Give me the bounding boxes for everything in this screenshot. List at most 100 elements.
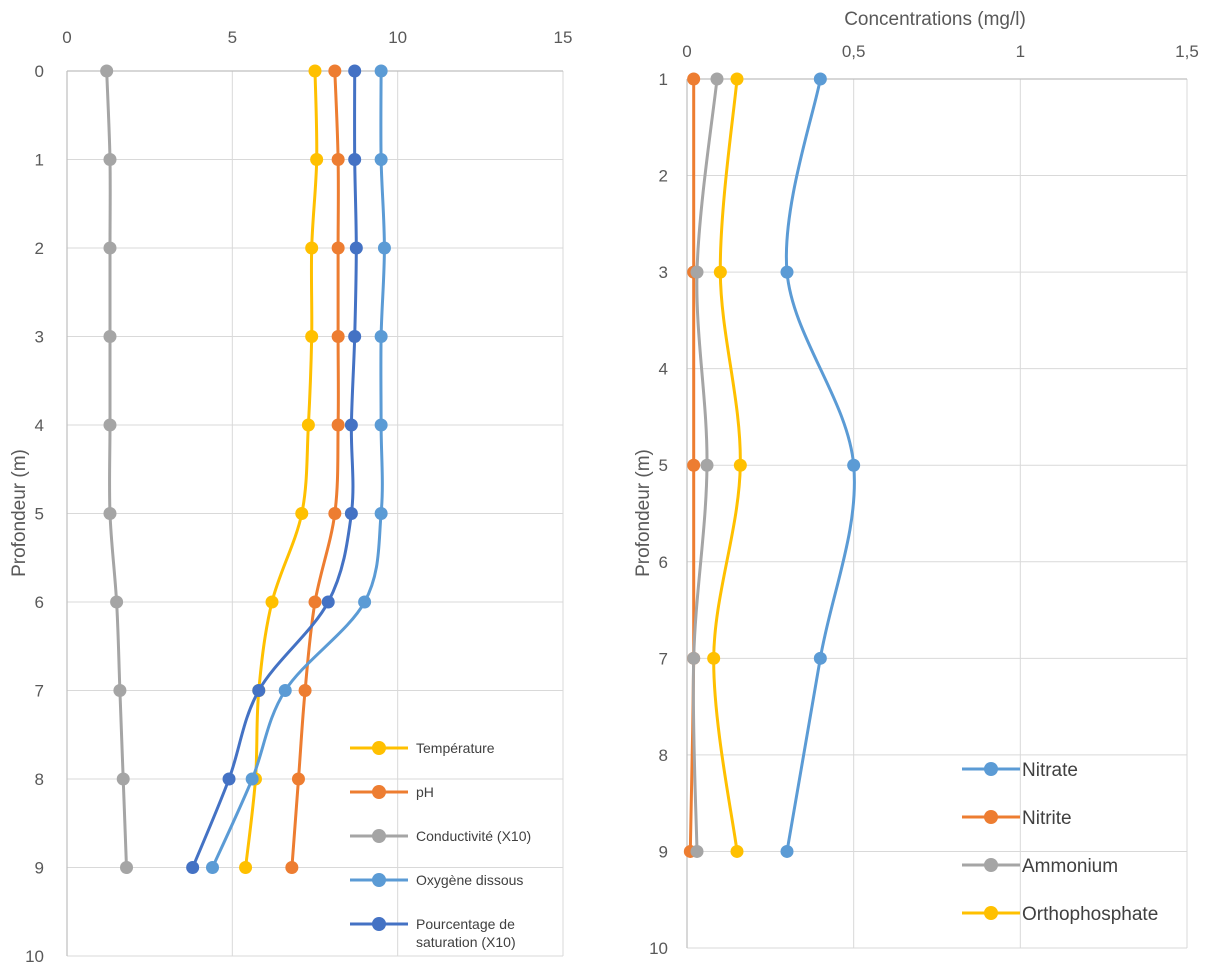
data-point	[103, 507, 117, 520]
series-nitrate	[780, 72, 861, 858]
data-point	[245, 772, 259, 786]
data-point	[103, 418, 117, 432]
legend: Température pH Conductivité (X10) Oxygène d…	[350, 740, 531, 950]
legend-swatch-marker	[372, 829, 386, 843]
y-tick-label: 7	[35, 682, 44, 701]
data-point	[847, 458, 861, 472]
y-tick-label: 7	[659, 649, 668, 668]
x-tick-label: 15	[554, 28, 573, 47]
data-point	[222, 772, 236, 786]
legend-label: Ammonium	[1022, 856, 1118, 877]
data-point	[344, 507, 358, 520]
data-point	[349, 241, 363, 255]
y-tick-label: 6	[659, 553, 668, 572]
data-point	[374, 330, 388, 343]
series-conductivite-x10	[100, 64, 134, 874]
x-axis-title: Concentrations (mg/l)	[844, 9, 1026, 30]
series-line	[290, 69, 340, 869]
data-point	[331, 241, 345, 255]
data-point	[690, 265, 704, 279]
y-tick-label: 10	[649, 939, 668, 958]
data-point	[103, 330, 117, 343]
legend-label: Nitrate	[1022, 760, 1078, 781]
y-tick-label: 9	[35, 859, 44, 878]
y-axis-title: Profondeur (m)	[9, 449, 30, 577]
data-point	[358, 595, 372, 609]
series-nitrite	[683, 72, 701, 858]
y-tick-label: 9	[659, 842, 668, 861]
chart-depth-profile-nutrients: 0 0,5 1 1,5 1 2 3 4 5 6 7 8 9 10 Profondeur (m) Concent…	[633, 9, 1199, 958]
legend-swatch-marker	[984, 762, 998, 776]
y-tick-label: 3	[35, 328, 44, 347]
data-point	[687, 72, 701, 86]
data-point	[700, 458, 714, 472]
series-line	[191, 69, 358, 869]
legend-swatch-marker	[984, 810, 998, 824]
legend: Nitrate Nitrite Ammonium Orthophosphate	[962, 760, 1158, 925]
y-tick-label: 8	[35, 770, 44, 789]
data-point	[205, 861, 219, 874]
legend-swatch-marker	[372, 785, 386, 799]
y-tick-label: 1	[659, 70, 668, 89]
y-tick-label: 5	[35, 505, 44, 524]
data-point	[295, 507, 309, 520]
series-orthophosphate	[707, 72, 747, 858]
data-point	[308, 595, 322, 609]
legend-label: Pourcentage de saturation (X10)	[416, 916, 516, 950]
y-tick-label: 3	[659, 263, 668, 282]
data-point	[707, 651, 721, 665]
data-point	[348, 64, 362, 78]
data-point	[265, 595, 279, 609]
series-ph	[285, 64, 345, 874]
series-temperature	[239, 64, 324, 874]
data-point	[344, 418, 358, 432]
y-tick-label: 0	[35, 62, 44, 81]
y-tick-label: 10	[25, 947, 44, 966]
y-tick-label: 1	[35, 151, 44, 170]
data-point	[321, 595, 335, 609]
data-point	[110, 595, 124, 609]
data-point	[328, 64, 342, 78]
data-point	[813, 72, 827, 86]
data-point	[310, 153, 324, 166]
legend-label: Nitrite	[1022, 808, 1072, 829]
data-point	[377, 241, 391, 255]
data-point	[298, 684, 312, 697]
data-point	[278, 684, 292, 697]
series-line	[105, 69, 128, 869]
y-tick-label: 2	[35, 239, 44, 258]
data-point	[374, 153, 388, 166]
x-tick-label: 0	[682, 42, 691, 61]
legend-label: pH	[416, 784, 434, 800]
data-point	[374, 418, 388, 432]
legend-swatch-marker	[372, 873, 386, 887]
series-oxygene-dissous	[205, 64, 391, 874]
legend-swatch-marker	[372, 741, 386, 755]
y-tick-label: 6	[35, 593, 44, 612]
legend-label: Température	[416, 740, 495, 756]
data-point	[328, 507, 342, 520]
series-line	[211, 69, 386, 869]
y-tick-label: 8	[659, 746, 668, 765]
legend-swatch-marker	[984, 858, 998, 872]
x-tick-label: 1	[1016, 42, 1025, 61]
data-point	[239, 861, 253, 874]
data-point	[687, 651, 701, 665]
x-tick-label: 10	[388, 28, 407, 47]
legend-swatch-marker	[984, 906, 998, 920]
data-point	[687, 458, 701, 472]
y-axis-title: Profondeur (m)	[633, 449, 654, 577]
x-tick-label: 0,5	[842, 42, 866, 61]
chart-depth-profile-physicochemical: 0 5 10 15 0 1 2 3 4 5 6 7 8 9 10 Profondeur (m) Températ…	[9, 28, 572, 966]
series-ammonium	[687, 72, 724, 858]
data-point	[780, 265, 794, 279]
data-point	[348, 330, 362, 343]
data-point	[305, 330, 319, 343]
y-tick-label: 5	[659, 456, 668, 475]
data-point	[710, 72, 724, 86]
x-tick-label: 5	[228, 28, 237, 47]
data-point	[308, 64, 322, 78]
series-pourcentage-de-saturation-x10	[186, 64, 363, 874]
data-point	[713, 265, 727, 279]
